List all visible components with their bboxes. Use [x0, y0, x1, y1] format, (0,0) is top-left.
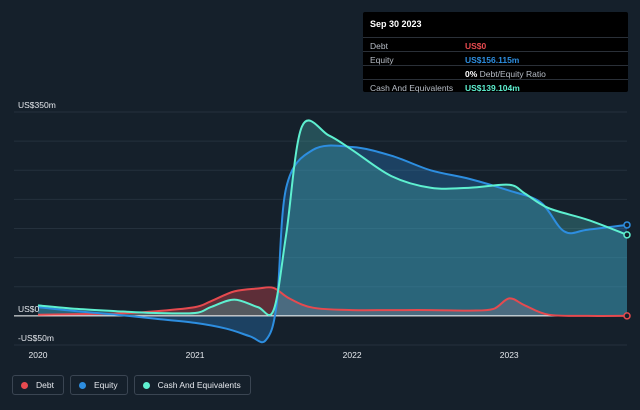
line-equity — [37, 144, 628, 344]
x-tick-label: 2023 — [500, 350, 519, 360]
legend-label: Equity — [93, 380, 118, 390]
tooltip-date: Sep 30 2023 — [370, 19, 422, 29]
ratio-suffix: Debt/Equity Ratio — [477, 69, 546, 79]
x-axis-labels: 2020 2021 2022 2023 — [29, 350, 519, 360]
tooltip-row-ratio: 0% Debt/Equity Ratio — [363, 65, 628, 80]
series-lines — [37, 119, 628, 344]
tooltip-row-cash: Cash And Equivalents US$139.104m — [363, 79, 628, 93]
legend-item-equity[interactable]: Equity — [69, 375, 128, 395]
legend: Debt Equity Cash And Equivalents — [12, 375, 251, 395]
grid-lines — [14, 111, 627, 346]
line-cash — [37, 119, 628, 316]
tooltip-label: Debt — [370, 41, 388, 51]
tooltip-value: US$139.104m — [465, 83, 520, 93]
tooltip-label: Equity — [370, 55, 394, 65]
y-axis-labels: US$350m US$0 -US$50m — [18, 100, 56, 343]
legend-dot-icon — [21, 381, 28, 389]
y-tick-label: US$0 — [18, 304, 40, 314]
area-cash — [38, 120, 627, 316]
tooltip-panel: Sep 30 2023 Debt US$0 Equity US$156.115m… — [363, 12, 628, 93]
x-tick-label: 2020 — [29, 350, 48, 360]
legend-label: Debt — [36, 380, 54, 390]
tooltip-label: Cash And Equivalents — [370, 83, 454, 93]
tooltip-row-debt: Debt US$0 — [363, 37, 628, 52]
ratio-value: 0% — [465, 69, 478, 79]
legend-item-cash[interactable]: Cash And Equivalents — [133, 375, 251, 395]
legend-dot-icon — [142, 381, 150, 389]
series-end-markers — [623, 221, 631, 320]
tooltip-value: US$156.115m — [465, 55, 520, 65]
tooltip-row-equity: Equity US$156.115m — [363, 51, 628, 66]
legend-label: Cash And Equivalents — [157, 380, 241, 390]
line-debt — [37, 286, 628, 317]
marker-equity — [623, 221, 631, 229]
y-tick-label: -US$50m — [18, 333, 54, 343]
area-equity — [38, 145, 627, 343]
marker-cash — [623, 231, 631, 239]
legend-item-debt[interactable]: Debt — [12, 375, 64, 395]
legend-dot-icon — [78, 381, 86, 389]
y-tick-label: US$350m — [18, 100, 56, 110]
marker-debt — [623, 312, 631, 320]
tooltip-value: US$0 — [465, 41, 487, 51]
tooltip-value: 0% Debt/Equity Ratio — [465, 69, 546, 79]
x-tick-label: 2021 — [186, 350, 205, 360]
x-tick-label: 2022 — [343, 350, 362, 360]
